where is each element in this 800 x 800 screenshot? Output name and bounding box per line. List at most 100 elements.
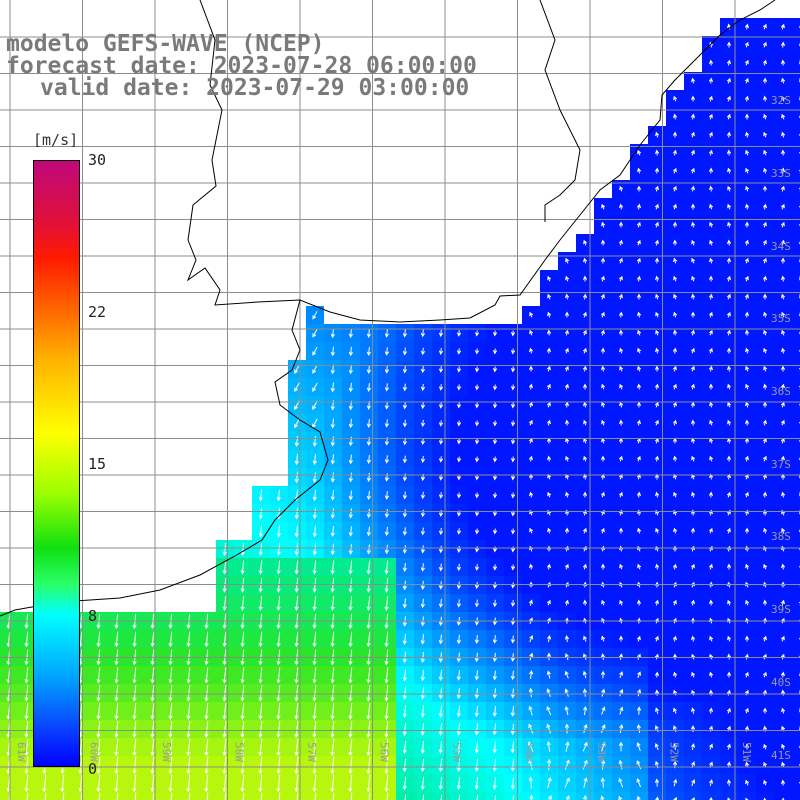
wind-arrow — [348, 490, 353, 501]
wind-cell — [792, 360, 800, 378]
wind-arrow — [240, 596, 245, 611]
wind-arrow — [492, 564, 498, 571]
wind-arrow — [582, 311, 587, 318]
wind-cell — [792, 558, 800, 576]
wind-arrow — [26, 792, 29, 800]
latitude-label: 38S — [771, 530, 791, 543]
wind-arrow — [402, 509, 408, 518]
wind-arrow — [24, 685, 29, 702]
wind-arrow — [529, 635, 534, 643]
wind-arrow — [709, 743, 713, 750]
wind-cell — [792, 738, 800, 756]
wind-cell — [792, 450, 800, 468]
wind-cell — [792, 720, 800, 738]
wind-arrow — [636, 491, 642, 498]
wind-arrow — [474, 546, 480, 553]
wind-arrow — [348, 526, 353, 537]
wind-arrow — [96, 631, 101, 648]
wind-arrow — [708, 365, 714, 372]
wind-cell — [792, 540, 800, 558]
wind-arrow — [744, 23, 750, 30]
wind-arrow — [654, 635, 659, 642]
wind-arrow — [330, 756, 335, 775]
wind-arrow — [510, 438, 516, 445]
wind-arrow — [528, 776, 533, 789]
wind-arrow — [420, 758, 425, 773]
wind-arrow — [583, 257, 588, 264]
wind-arrow — [546, 688, 551, 697]
wind-arrow — [456, 741, 461, 754]
wind-arrow — [672, 185, 677, 192]
wind-arrow — [276, 489, 281, 502]
wind-arrow — [366, 685, 371, 702]
wind-arrow — [132, 738, 137, 757]
wind-arrow — [727, 383, 732, 390]
wind-arrow — [294, 453, 299, 466]
wind-arrow — [366, 667, 371, 684]
wind-arrow — [582, 759, 588, 770]
wind-arrow — [474, 635, 479, 644]
wind-arrow — [330, 454, 335, 465]
wind-arrow — [708, 383, 714, 390]
wind-arrow — [673, 293, 678, 300]
wind-arrow — [619, 365, 624, 372]
wind-arrow — [348, 560, 353, 575]
wind-arrow — [583, 705, 588, 716]
wind-arrow — [492, 705, 497, 718]
wind-arrow — [528, 419, 533, 426]
wind-arrow — [600, 563, 606, 570]
wind-arrow — [708, 185, 714, 192]
wind-arrow — [312, 543, 317, 556]
wind-arrow — [330, 667, 335, 684]
wind-arrow — [240, 756, 245, 775]
longitude-label: 56W — [378, 742, 391, 762]
wind-arrow — [132, 685, 137, 702]
wind-arrow — [348, 720, 353, 739]
wind-arrow — [402, 634, 407, 645]
wind-arrow — [510, 402, 516, 409]
wind-arrow — [240, 703, 245, 720]
wind-arrow — [294, 560, 299, 575]
wind-arrow — [762, 671, 767, 678]
wind-arrow — [474, 528, 480, 535]
wind-arrow — [727, 203, 732, 210]
wind-arrow — [402, 545, 408, 554]
wind-arrow — [583, 777, 588, 788]
wind-arrow — [150, 685, 155, 702]
wind-arrow — [709, 203, 714, 210]
wind-arrow — [402, 491, 408, 500]
wind-arrow — [222, 774, 227, 793]
wind-arrow — [637, 347, 642, 354]
wind-arrow — [654, 275, 660, 282]
wind-arrow — [600, 329, 605, 336]
wind-arrow — [294, 435, 299, 447]
wind-arrow — [366, 544, 371, 555]
wind-arrow — [654, 203, 659, 210]
wind-arrow — [636, 221, 641, 228]
wind-arrow — [745, 599, 750, 606]
wind-cell — [558, 792, 576, 800]
wind-arrow — [510, 723, 515, 736]
wind-arrow — [763, 167, 768, 174]
wind-arrow — [330, 418, 335, 429]
wind-cell — [792, 90, 800, 108]
wind-arrow — [672, 545, 678, 552]
wind-arrow — [601, 383, 606, 390]
wind-arrow — [601, 706, 606, 715]
wind-arrow — [672, 419, 677, 426]
wind-arrow — [276, 756, 281, 775]
wind-arrow — [456, 330, 462, 337]
wind-arrow — [222, 596, 227, 611]
wind-arrow — [528, 741, 534, 753]
wind-arrow — [619, 563, 624, 570]
colorbar-tick: 15 — [88, 455, 107, 473]
wind-arrow — [368, 792, 371, 800]
wind-arrow — [474, 777, 479, 790]
wind-arrow — [690, 329, 695, 336]
wind-arrow — [690, 707, 696, 714]
wind-arrow — [420, 347, 426, 356]
wind-arrow — [366, 631, 371, 648]
wind-arrow — [150, 774, 155, 793]
wind-arrow — [294, 685, 299, 702]
wind-arrow — [529, 347, 534, 354]
